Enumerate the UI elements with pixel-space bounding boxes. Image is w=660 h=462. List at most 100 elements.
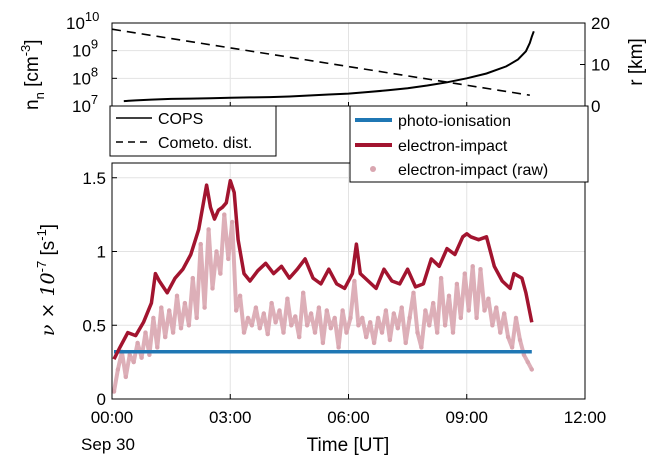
raw-point-52 (316, 305, 322, 310)
bottom-legend: photo-ionisation electron-impact electro… (349, 105, 589, 183)
raw-point-11 (155, 345, 160, 350)
raw-point-104 (521, 352, 527, 357)
raw-point-37 (257, 326, 262, 331)
raw-point-23 (202, 305, 207, 310)
raw-point-32 (237, 293, 243, 298)
raw-point-105 (525, 359, 530, 365)
raw-point-65 (368, 320, 373, 325)
raw-point-20 (190, 275, 195, 281)
bottom-x-tick-label-3: 09:00 (445, 408, 488, 427)
series-cops-line (123, 30, 535, 103)
raw-point-59 (344, 330, 349, 335)
bottom-y-tick-label-2: 1 (97, 243, 106, 262)
bottom-x-ticks: 00:00 03:00 06:00 09:00 12:00 (91, 394, 607, 427)
bottom-date-label: Sep 30 (81, 435, 135, 454)
raw-point-38 (261, 311, 266, 316)
top-left-tick-label-1: 108 (72, 64, 98, 88)
raw-point-27 (218, 271, 223, 276)
series-electron-impact-raw (112, 212, 534, 392)
raw-point-3 (123, 374, 128, 380)
raw-point-98 (498, 330, 503, 335)
raw-point-102 (513, 315, 519, 321)
raw-point-80 (427, 323, 432, 328)
bottom-legend-label-photo: photo-ionisation (398, 113, 511, 130)
raw-point-75 (407, 315, 412, 321)
raw-point-67 (375, 315, 381, 321)
top-ylabel-left: nn [cm-3] (18, 39, 47, 110)
raw-point-5 (131, 359, 136, 365)
raw-point-91 (470, 264, 475, 269)
bottom-legend-swatch-raw (370, 166, 376, 172)
raw-point-17 (178, 326, 184, 331)
raw-point-90 (466, 308, 471, 313)
raw-point-34 (245, 315, 251, 321)
top-legend-box (109, 105, 277, 157)
raw-point-85 (446, 293, 452, 298)
raw-point-8 (143, 330, 148, 335)
raw-point-10 (151, 315, 156, 321)
series-electron-impact-line (112, 178, 534, 360)
raw-point-92 (474, 315, 479, 321)
top-right-tick-label-2: 20 (591, 14, 610, 33)
raw-point-66 (371, 340, 377, 346)
bottom-plot-area (111, 178, 534, 394)
raw-point-100 (505, 334, 511, 340)
raw-point-96 (490, 323, 495, 328)
raw-point-49 (304, 323, 310, 328)
top-right-ticks: 0 10 20 (111, 14, 610, 116)
raw-point-31 (234, 308, 239, 313)
raw-point-1 (115, 367, 121, 372)
raw-point-74 (403, 340, 408, 346)
top-left-tick-label-3: 1010 (66, 9, 99, 33)
raw-point-84 (442, 323, 448, 328)
raw-point-45 (289, 323, 294, 328)
raw-point-76 (411, 290, 416, 295)
raw-point-19 (186, 323, 192, 328)
raw-point-44 (285, 296, 290, 301)
raw-point-62 (356, 323, 361, 328)
raw-point-35 (249, 323, 255, 328)
raw-point-14 (167, 308, 172, 313)
bottom-y-tick-label-3: 1.5 (82, 169, 106, 188)
raw-point-94 (482, 308, 487, 313)
bottom-xlabel: Time [UT] (307, 435, 390, 456)
raw-point-61 (352, 278, 357, 284)
raw-point-22 (198, 241, 203, 247)
raw-point-7 (139, 355, 144, 360)
top-legend-label-dist: Cometo. dist. (158, 135, 252, 152)
raw-point-56 (332, 315, 337, 321)
bottom-x-tick-label-4: 12:00 (564, 408, 607, 427)
raw-point-0 (111, 389, 117, 394)
top-left-tick-label-2: 109 (72, 37, 98, 61)
raw-point-28 (222, 212, 227, 217)
raw-point-57 (336, 345, 341, 350)
raw-point-18 (182, 300, 188, 306)
raw-point-25 (210, 286, 215, 291)
raw-point-55 (328, 326, 333, 331)
raw-point-42 (277, 308, 282, 313)
raw-point-9 (147, 352, 152, 357)
top-ylabel-right: r [km] (626, 38, 647, 86)
bottom-y-tick-label-0: 0 (97, 390, 106, 409)
raw-point-101 (509, 345, 515, 350)
top-right-tick-label-0: 0 (591, 97, 600, 116)
raw-point-86 (450, 330, 456, 335)
raw-point-95 (486, 296, 491, 301)
raw-point-78 (419, 345, 424, 350)
bottom-y-ticks: 0 0.5 1 1.5 (82, 169, 117, 409)
raw-point-64 (364, 334, 369, 340)
raw-point-40 (269, 300, 274, 306)
raw-point-72 (395, 326, 400, 331)
raw-point-36 (253, 305, 259, 310)
raw-point-99 (502, 311, 507, 316)
top-right-tick-label-1: 10 (591, 56, 610, 75)
raw-point-58 (340, 308, 345, 313)
raw-point-24 (206, 227, 211, 232)
top-left-ticks: 107 108 109 1010 (66, 9, 117, 116)
raw-point-97 (494, 305, 499, 310)
raw-point-71 (391, 311, 396, 316)
raw-point-83 (438, 275, 444, 281)
raw-point-77 (415, 330, 420, 335)
raw-point-69 (383, 308, 389, 313)
